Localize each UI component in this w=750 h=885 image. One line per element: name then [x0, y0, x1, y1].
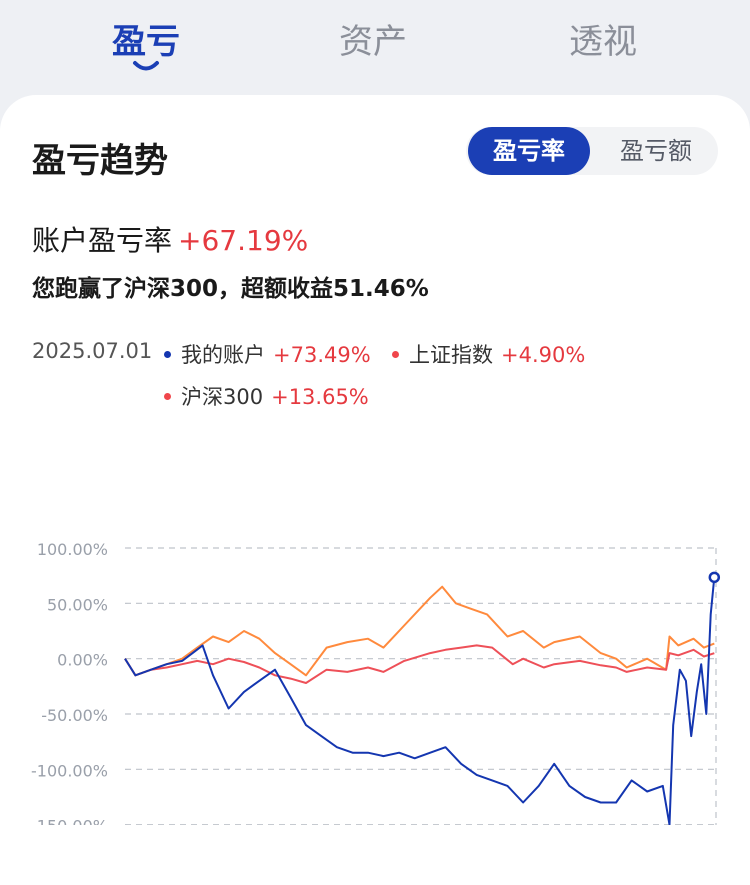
y-tick-label: 0.00% [57, 651, 108, 670]
legend-value: +13.65% [271, 385, 369, 409]
account-rate-value: +67.19% [178, 224, 309, 257]
y-tick-label: 100.00% [37, 540, 108, 559]
toggle-rate-button[interactable]: 盈亏率 [468, 127, 590, 175]
legend-item-my-account: 我的账户 +73.49% [164, 339, 371, 369]
active-tab-indicator-icon [133, 61, 159, 71]
profit-line-chart[interactable]: 100.00% 50.00% 0.00% -50.00% -100.00% -150.00… [0, 435, 750, 825]
y-tick-label: -150.00% [31, 817, 108, 825]
legend-item-csi300: 沪深300 +13.65% [164, 381, 369, 411]
tab-profit-loss[interactable]: 盈亏 [112, 14, 180, 71]
y-tick-label: -100.00% [31, 761, 108, 780]
legend-value: +4.90% [501, 343, 586, 367]
y-tick-label: -50.00% [41, 706, 108, 725]
tab-assets[interactable]: 资产 [339, 14, 407, 63]
tab-insight-label: 透视 [569, 22, 637, 62]
series-end-point [708, 571, 721, 584]
tab-profit-loss-label: 盈亏 [112, 22, 180, 62]
legend-name: 上证指数 [409, 343, 493, 367]
account-rate-label: 账户盈亏率 [32, 224, 173, 257]
top-tab-bar: 盈亏 资产 透视 [0, 0, 750, 90]
toggle-amount-button[interactable]: 盈亏额 [620, 137, 692, 165]
series-line-csi300 [124, 585, 715, 677]
series-line-sse-index [124, 644, 715, 684]
legend-date: 2025.07.01 [32, 339, 153, 363]
card-title: 盈亏趋势 [32, 141, 168, 181]
y-tick-label: 50.00% [47, 595, 108, 614]
legend-value: +73.49% [273, 343, 371, 367]
rate-amount-toggle: 盈亏率 盈亏额 [466, 127, 718, 175]
legend-item-sse-index: 上证指数 +4.90% [392, 339, 585, 369]
tab-assets-label: 资产 [339, 22, 407, 62]
legend-name: 我的账户 [181, 343, 265, 367]
excess-return-text: 您跑赢了沪深300，超额收益51.46% [32, 276, 429, 302]
series-dot-icon [164, 392, 171, 400]
legend-name: 沪深300 [181, 385, 264, 409]
series-dot-icon [392, 350, 399, 358]
profit-trend-card: 盈亏趋势 盈亏率 盈亏额 账户盈亏率 +67.19% 您跑赢了沪深300，超额收益… [0, 95, 750, 885]
tab-insight[interactable]: 透视 [569, 14, 637, 63]
series-line-my-account [124, 577, 716, 825]
account-rate-row: 账户盈亏率 +67.19% [32, 219, 308, 259]
series-dot-icon [164, 350, 171, 358]
